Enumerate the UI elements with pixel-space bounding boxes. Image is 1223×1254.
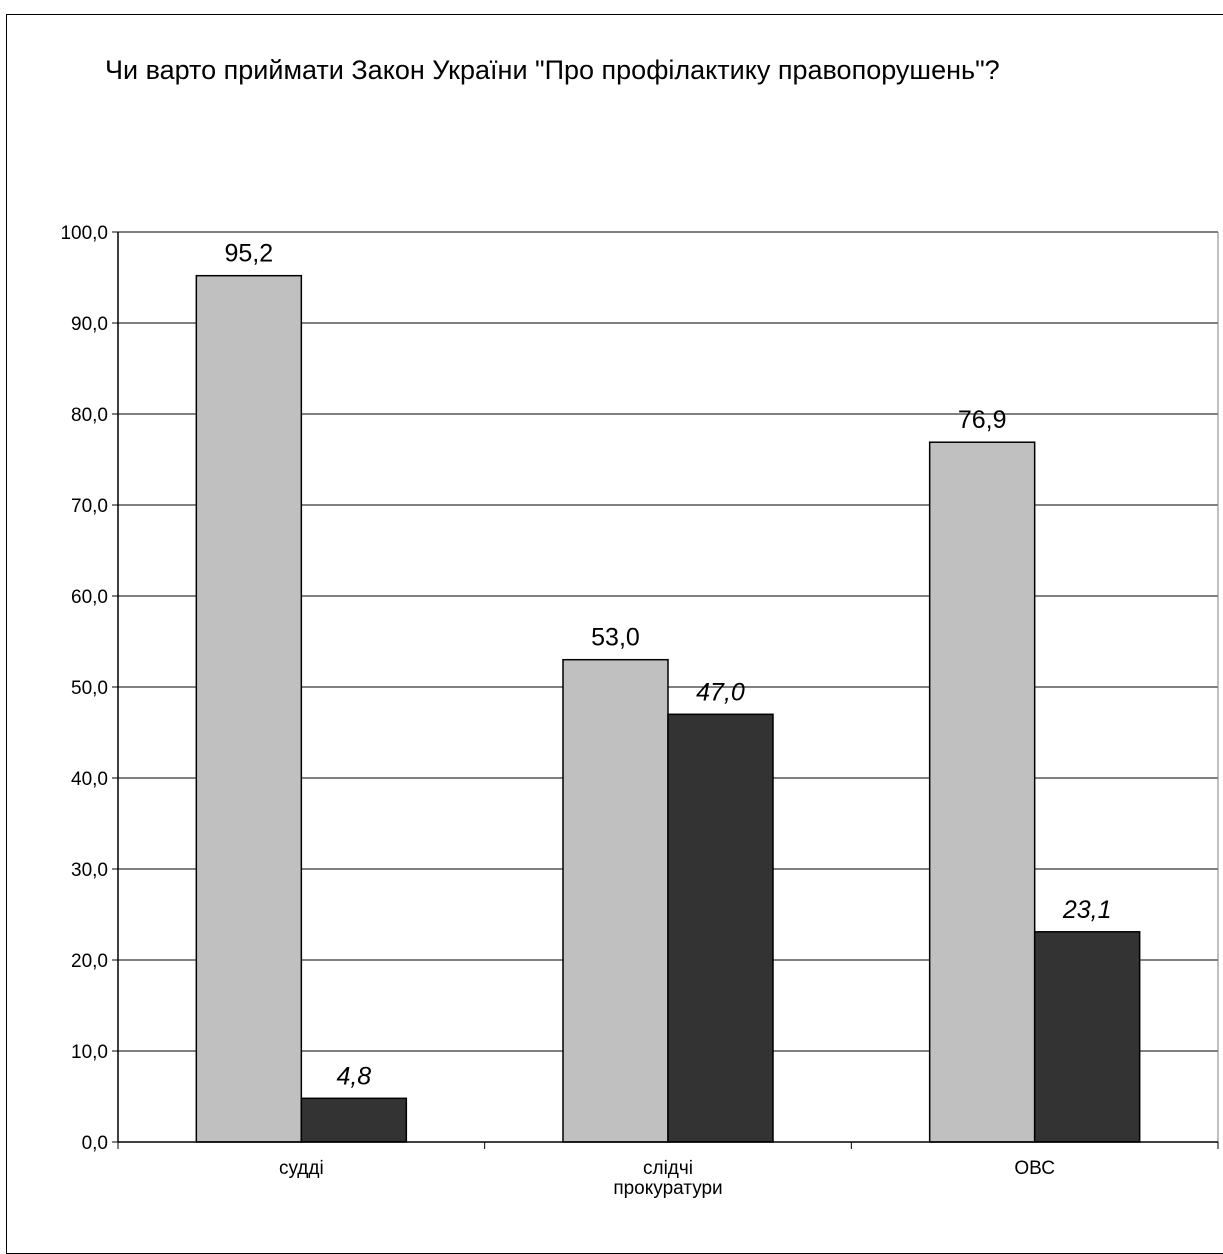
bar — [1033, 931, 1141, 1143]
y-tick-label: 100,0 — [60, 223, 108, 244]
y-tick-label: 70,0 — [71, 496, 108, 517]
bar-chart: 0,0 10,0 20,0 30,0 40,0 50,0 60,0 70,0 80,0 90,0 1… — [60, 223, 1219, 1199]
x-category-label: слідчі — [643, 1158, 693, 1179]
bar — [562, 658, 669, 1143]
bar — [667, 713, 774, 1143]
bar — [928, 441, 1036, 1143]
bar — [300, 1097, 408, 1143]
x-category-label: судді — [279, 1158, 324, 1179]
y-tick-label: 50,0 — [71, 678, 108, 699]
y-tick-label: 90,0 — [71, 314, 108, 335]
y-tick-label: 0,0 — [82, 1133, 108, 1154]
bars — [195, 274, 1141, 1143]
x-category-label: прокуратури — [613, 1178, 722, 1199]
chart-title: Чи варто приймати Закон України "Про про… — [105, 55, 1000, 85]
y-tick-label: 80,0 — [71, 405, 108, 426]
y-tick-label: 60,0 — [71, 587, 108, 608]
data-label: 95,2 — [224, 240, 273, 268]
data-label: 47,0 — [696, 678, 745, 706]
bar — [195, 274, 303, 1143]
data-label: 4,8 — [336, 1062, 371, 1090]
data-label: 23,1 — [1062, 896, 1112, 924]
axes: 0,0 10,0 20,0 30,0 40,0 50,0 60,0 70,0 80,0 90,0 1… — [60, 223, 1219, 1199]
y-tick-label: 10,0 — [71, 1042, 108, 1063]
data-label: 53,0 — [591, 624, 640, 652]
y-tick-label: 20,0 — [71, 951, 108, 972]
data-label: 76,9 — [958, 406, 1007, 434]
data-labels: 95,2 4,8 53,0 47,0 76,9 23,1 — [224, 240, 1111, 1091]
y-tick-label: 40,0 — [71, 769, 108, 790]
x-category-label: ОВС — [1014, 1158, 1055, 1179]
y-tick-label: 30,0 — [71, 860, 108, 881]
